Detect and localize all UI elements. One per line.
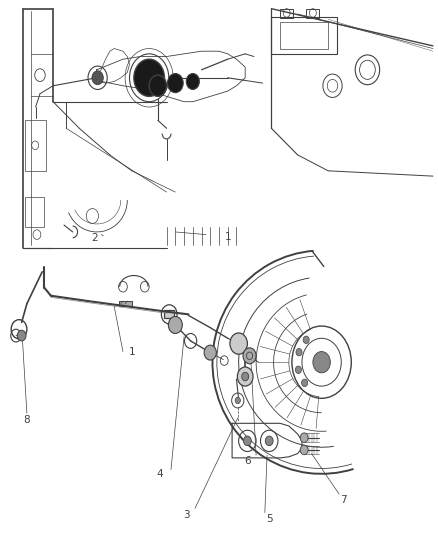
Text: 5: 5 <box>266 514 272 524</box>
Circle shape <box>303 336 309 343</box>
Circle shape <box>244 436 251 446</box>
Circle shape <box>243 348 256 364</box>
Circle shape <box>235 397 240 403</box>
Text: 2: 2 <box>91 233 98 244</box>
Circle shape <box>300 445 308 455</box>
Circle shape <box>149 75 166 96</box>
Circle shape <box>186 74 199 90</box>
Circle shape <box>167 74 183 93</box>
Text: 3: 3 <box>183 510 190 520</box>
Bar <box>280 9 293 18</box>
Circle shape <box>92 71 103 85</box>
Circle shape <box>296 349 302 356</box>
Text: 6: 6 <box>244 456 251 465</box>
Bar <box>306 9 319 18</box>
Circle shape <box>313 352 330 373</box>
Bar <box>25 197 44 227</box>
Bar <box>120 301 132 306</box>
Bar <box>272 17 337 54</box>
Circle shape <box>17 330 26 341</box>
Text: 1: 1 <box>128 346 135 357</box>
Circle shape <box>134 59 164 96</box>
Circle shape <box>300 433 308 442</box>
Circle shape <box>265 436 273 446</box>
Bar <box>164 310 174 318</box>
Circle shape <box>204 345 216 360</box>
Circle shape <box>237 367 253 386</box>
Circle shape <box>230 333 247 354</box>
Circle shape <box>168 317 182 334</box>
Bar <box>280 22 328 49</box>
Text: 8: 8 <box>24 415 30 425</box>
Text: 7: 7 <box>340 495 347 505</box>
Text: 4: 4 <box>157 469 163 479</box>
Circle shape <box>295 366 301 374</box>
Bar <box>25 120 46 171</box>
Circle shape <box>302 379 307 386</box>
Circle shape <box>242 372 249 381</box>
Text: 1: 1 <box>224 232 231 243</box>
